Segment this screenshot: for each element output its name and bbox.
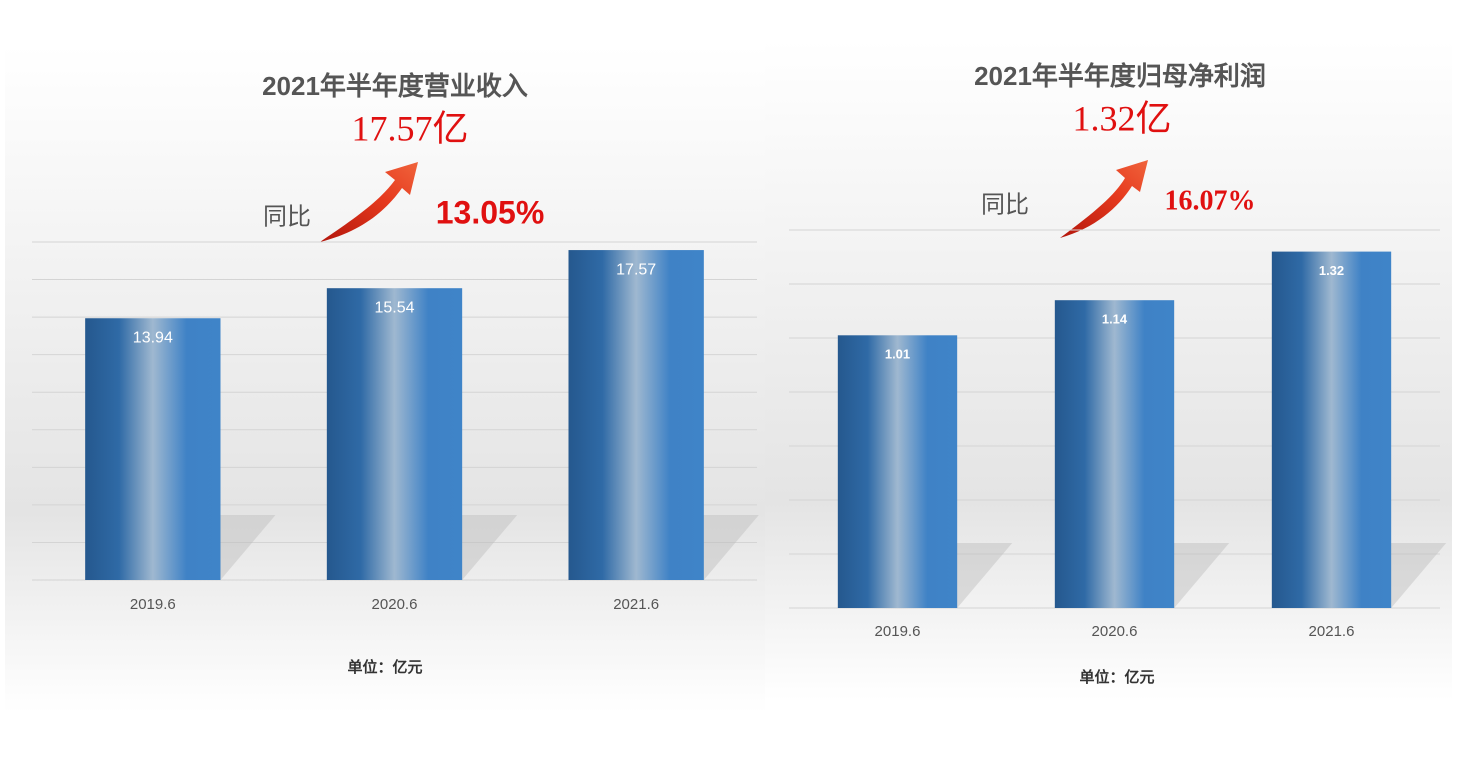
x-tick-label: 2019.6 (875, 623, 921, 640)
bar (1054, 300, 1175, 608)
annotation: 16.07% (1165, 185, 1256, 216)
x-tick-label: 2020.6 (1092, 623, 1138, 640)
x-tick-label: 2020.6 (372, 596, 418, 613)
annotation: 同比 (981, 191, 1029, 218)
unit-label: 单位：亿元 (347, 658, 422, 676)
annotation: 1.32亿 (1072, 98, 1171, 138)
value-label: 1.14 (1102, 312, 1128, 327)
x-tick-label: 2021.6 (1309, 623, 1355, 640)
value-label: 1.01 (885, 347, 910, 362)
bar (326, 288, 463, 580)
bar (837, 335, 958, 608)
value-label: 17.57 (616, 261, 656, 278)
x-tick-label: 2021.6 (613, 596, 659, 613)
x-tick-label: 2019.6 (130, 596, 176, 613)
arrow (320, 162, 418, 242)
annotation: 同比 (263, 203, 311, 230)
bar (568, 250, 704, 580)
annotation: 17.57亿 (351, 108, 468, 148)
value-label: 1.32 (1319, 263, 1344, 278)
chart-title: 2021年半年度营业收入 (262, 71, 528, 101)
value-label: 15.54 (374, 299, 414, 316)
arrow (1060, 160, 1148, 238)
chart-title: 2021年半年度归母净利润 (974, 61, 1266, 91)
value-label: 13.94 (133, 329, 173, 346)
bar (1271, 251, 1392, 608)
unit-label: 单位：亿元 (1079, 668, 1154, 686)
bar (85, 318, 221, 580)
annotation: 13.05% (436, 194, 545, 230)
